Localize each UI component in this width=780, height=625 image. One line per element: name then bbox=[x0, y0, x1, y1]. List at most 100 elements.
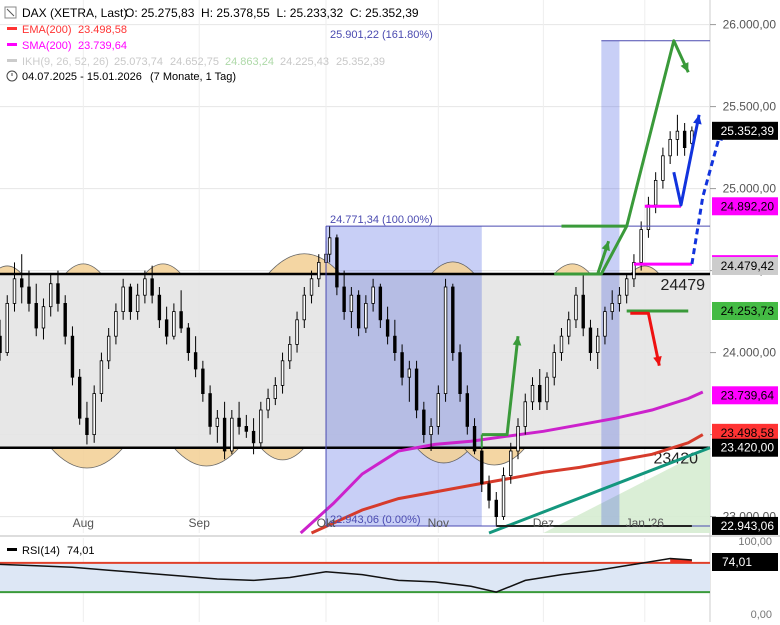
ikh-legend-value-1: 25.073,74 bbox=[114, 56, 163, 68]
rsi-value-tag-bg bbox=[712, 553, 778, 571]
x-tick-label: Nov bbox=[428, 516, 449, 530]
candle-body bbox=[56, 283, 60, 304]
candle-body bbox=[121, 286, 125, 313]
candle-body bbox=[63, 302, 67, 337]
candle-body bbox=[179, 311, 183, 329]
range-bottom-label: 23420 bbox=[654, 451, 699, 468]
legend-period: 04.07.2025 - 15.01.2026 bbox=[22, 71, 142, 83]
ikh-legend-value-5: 25.352,39 bbox=[336, 56, 385, 68]
highlight-zones bbox=[0, 40, 710, 533]
candle-body bbox=[596, 335, 600, 354]
candle-body bbox=[364, 302, 368, 329]
candle-body bbox=[668, 138, 672, 157]
ikh-legend-swatch bbox=[7, 59, 17, 62]
candle-body bbox=[237, 417, 241, 427]
candle-body bbox=[280, 360, 285, 386]
candle-body bbox=[494, 499, 498, 518]
ema200-line bbox=[310, 433, 704, 535]
support-arc bbox=[49, 447, 125, 469]
range-zone bbox=[0, 274, 710, 448]
rsi-value-tag-label: 74,01 bbox=[722, 555, 752, 569]
ema-legend-swatch bbox=[7, 27, 17, 30]
candle-body bbox=[436, 393, 441, 427]
blue-highlight-zone bbox=[601, 40, 620, 526]
red-arrow-down-head bbox=[653, 356, 662, 366]
candle-body bbox=[5, 302, 9, 353]
sma200-line bbox=[299, 390, 704, 535]
candle-body bbox=[458, 352, 462, 395]
candle-body bbox=[114, 311, 118, 337]
legend-collapse-icon bbox=[6, 8, 15, 17]
candle-body bbox=[49, 283, 53, 308]
x-tick-label: Aug bbox=[73, 516, 94, 530]
candle-body bbox=[617, 294, 622, 304]
candle-body bbox=[624, 278, 629, 296]
candle-body bbox=[309, 278, 314, 296]
candle-body bbox=[400, 352, 404, 378]
support-area bbox=[543, 447, 710, 533]
indicator-lines bbox=[299, 390, 711, 535]
candle-body bbox=[128, 286, 133, 313]
candle-body bbox=[356, 294, 361, 329]
candle-body bbox=[443, 286, 448, 394]
x-tick-label: Okt bbox=[317, 516, 336, 530]
candle-body bbox=[295, 319, 299, 345]
sma-legend-value: 23.739,64 bbox=[78, 40, 127, 52]
rsi-tick-label: 0,00 bbox=[751, 609, 772, 621]
price-tag-bg bbox=[712, 386, 778, 405]
candle-body bbox=[349, 294, 354, 313]
candle-body bbox=[501, 475, 506, 518]
candle-body bbox=[581, 294, 585, 329]
blue-highlight-zone bbox=[326, 226, 482, 526]
candle-body bbox=[266, 398, 270, 411]
x-tick-label: Dez bbox=[533, 516, 554, 530]
price-tag-label: 22.943,06 bbox=[721, 519, 775, 533]
price-tag-label: 23.739,64 bbox=[721, 388, 775, 402]
candle-body bbox=[92, 393, 96, 436]
rsi-neutral-band bbox=[0, 562, 710, 593]
sma-legend-swatch bbox=[7, 43, 17, 46]
candle-body bbox=[451, 286, 455, 353]
green-arrow-low bbox=[481, 336, 520, 437]
candle-body bbox=[327, 237, 332, 255]
fib-label: 22.943,06 (0.00%) bbox=[330, 514, 421, 526]
candle-body bbox=[509, 450, 513, 477]
candle-body bbox=[335, 237, 339, 288]
fib-label: 25.901,22 (161.80%) bbox=[330, 29, 433, 41]
candle-body bbox=[480, 450, 484, 485]
y-tick-label: 25.500,00 bbox=[723, 100, 777, 114]
legend-period-note: (7 Monate, 1 Tag) bbox=[150, 71, 236, 83]
annotations bbox=[480, 39, 723, 527]
candle-body bbox=[172, 311, 176, 337]
price-tags: 25.352,3924.892,2024.539,3424.479,4224.2… bbox=[712, 121, 778, 535]
candle-body bbox=[675, 130, 680, 140]
price-tag-bg bbox=[712, 423, 778, 442]
ikh-legend-value-4: 24.225,43 bbox=[280, 56, 329, 68]
ikh-legend-value-2: 24.652,75 bbox=[170, 56, 219, 68]
candle-body bbox=[317, 261, 321, 280]
candle-body bbox=[559, 335, 564, 354]
candle-body bbox=[342, 286, 346, 313]
candle-body bbox=[487, 483, 491, 501]
candle-body bbox=[639, 229, 643, 263]
legend-symbol: DAX (XETRA, Last) bbox=[22, 6, 127, 20]
price-tag-bg bbox=[712, 301, 778, 320]
candle-body bbox=[193, 352, 198, 370]
rsi-legend-value: 74,01 bbox=[67, 545, 95, 557]
candle-body bbox=[465, 393, 469, 427]
candle-body bbox=[516, 425, 520, 452]
candle-body bbox=[632, 261, 636, 280]
candle-body bbox=[244, 425, 249, 432]
rsi-legend-label: RSI(14) bbox=[22, 545, 60, 557]
candle-body bbox=[545, 376, 549, 403]
ikh-legend-label: IKH(9, 26, 52, 26) bbox=[22, 56, 109, 68]
candle-body bbox=[567, 319, 571, 337]
candle-body bbox=[41, 306, 46, 329]
candle-body bbox=[164, 319, 169, 337]
price-tag-bg bbox=[712, 438, 778, 457]
candle-body bbox=[135, 294, 140, 313]
x-axis: Aug Sep Okt Nov Dez Jan '26 bbox=[73, 516, 665, 530]
rsi-legend-swatch bbox=[7, 548, 17, 551]
x-tick-label: Sep bbox=[189, 516, 211, 530]
candle-body bbox=[378, 286, 383, 321]
